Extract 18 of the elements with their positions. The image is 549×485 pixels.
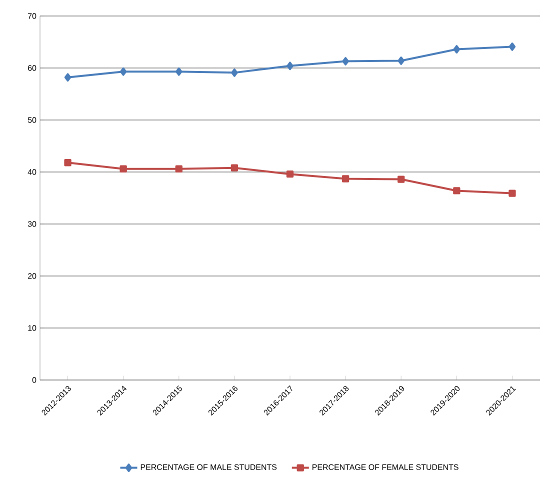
point (64, 73, 72, 82)
point (342, 175, 350, 182)
point (64, 159, 72, 166)
point (230, 164, 238, 172)
point (175, 165, 182, 172)
point (175, 67, 182, 76)
point (342, 57, 349, 66)
point (286, 170, 294, 178)
point (508, 190, 516, 197)
point (453, 45, 460, 54)
point (508, 42, 516, 51)
point (398, 56, 405, 65)
point (398, 176, 405, 183)
point (231, 68, 238, 77)
point (453, 187, 460, 194)
point (286, 62, 294, 70)
point (120, 67, 127, 76)
point (120, 165, 127, 172)
